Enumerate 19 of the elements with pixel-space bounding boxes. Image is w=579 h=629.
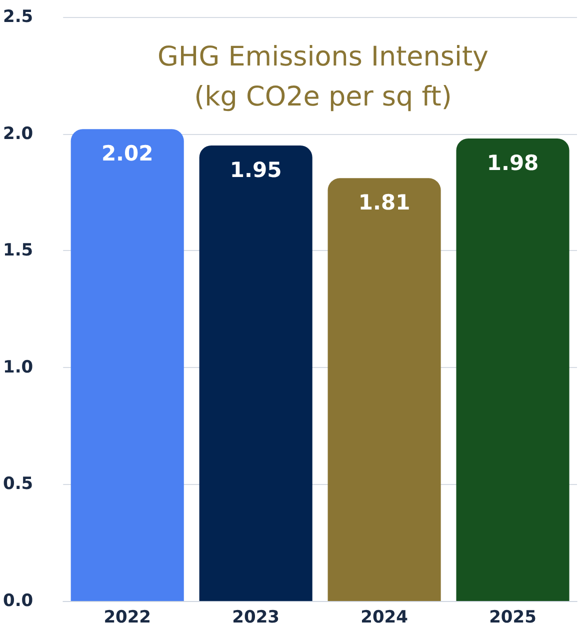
- data-label: 1.81: [358, 190, 410, 215]
- text: GHG Emissions Intensity (kg CO2e per sq ft): [157, 42, 489, 112]
- bar: [328, 178, 441, 601]
- x-tick-label: 2023: [232, 608, 280, 628]
- x-tick-label: 2022: [104, 608, 152, 628]
- bar: [456, 138, 570, 601]
- bar: [70, 129, 184, 601]
- data-label: 2.02: [101, 142, 154, 166]
- bar: [199, 145, 312, 601]
- data-label: 1.95: [230, 158, 282, 182]
- y-tick-label: 0.0: [2, 591, 34, 611]
- y-tick-label: 2.0: [2, 124, 34, 144]
- y-tick-label: 0.5: [2, 474, 34, 494]
- x-tick-label: 2024: [360, 608, 408, 628]
- y-tick-label: 1.5: [2, 240, 34, 261]
- x-tick-label: 2025: [489, 608, 536, 628]
- data-label: 1.98: [486, 150, 539, 175]
- y-tick-label: 2.5: [2, 7, 34, 27]
- y-tick-label: 1.0: [2, 357, 34, 378]
